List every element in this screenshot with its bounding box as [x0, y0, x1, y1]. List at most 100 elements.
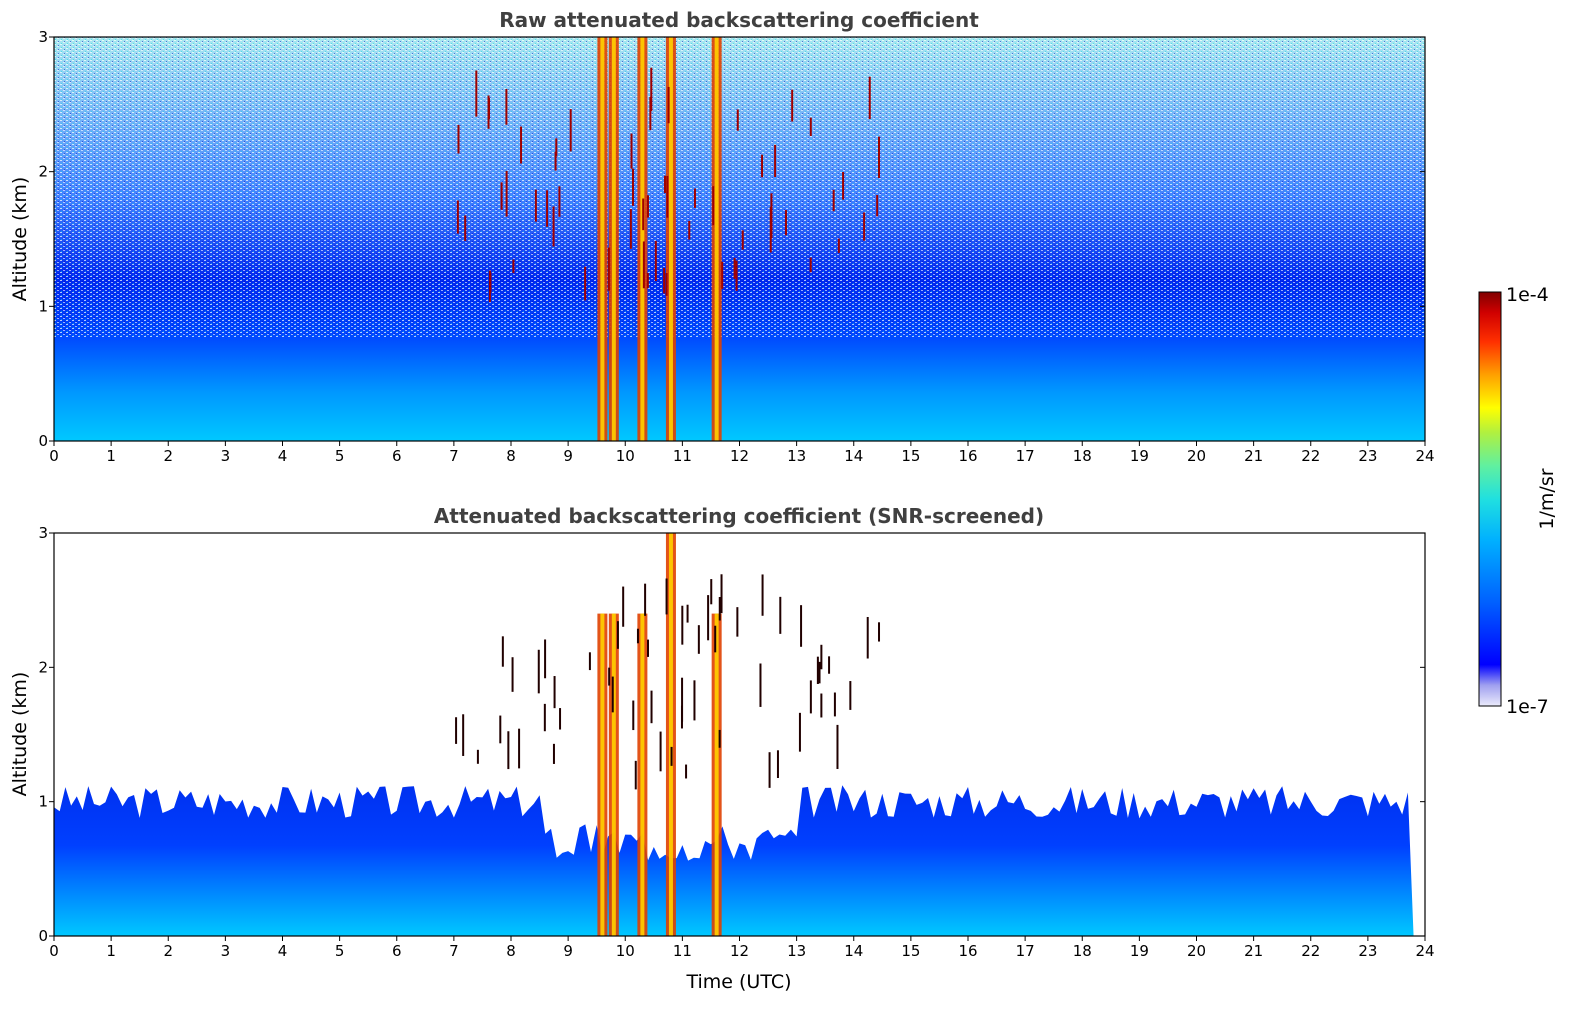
x-tick-label: 13: [787, 447, 806, 465]
x-tick-label: 4: [278, 447, 288, 465]
cloud-streak: [828, 656, 831, 674]
cloud-streak: [616, 621, 619, 649]
x-tick-label: 5: [335, 447, 345, 465]
cloud-streak: [832, 189, 835, 212]
cloud-streak: [680, 705, 683, 729]
x-tick-label: 24: [1415, 942, 1434, 960]
cloud-streak: [663, 267, 666, 294]
cloud-streak: [552, 206, 555, 247]
x-tick-label: 18: [1073, 447, 1092, 465]
cloud-streak: [868, 76, 871, 120]
x-tick-label: 7: [449, 447, 459, 465]
x-tick-label: 13: [787, 942, 806, 960]
x-tick-label: 20: [1187, 942, 1206, 960]
x-tick-label: 9: [563, 942, 573, 960]
cloud-streak: [685, 764, 688, 779]
cloud-streak: [646, 273, 649, 289]
cloud-streak: [630, 133, 633, 169]
y-tick-label: 2: [38, 658, 48, 676]
cloud-streak: [607, 247, 610, 291]
cloud-streak: [646, 195, 649, 218]
cloud-streak: [546, 190, 549, 227]
cloud-streak: [499, 715, 502, 744]
cloud-streak: [670, 746, 673, 766]
cloud-streak: [487, 97, 490, 120]
cloud-streak: [776, 750, 779, 779]
x-tick-label: 14: [844, 447, 863, 465]
x-tick-label: 6: [392, 942, 402, 960]
cloud-streak: [665, 578, 668, 615]
x-tick-label: 9: [563, 447, 573, 465]
x-tick-label: 8: [506, 942, 516, 960]
x-tick-label: 4: [278, 942, 288, 960]
panel-raw-x-axis: 0 1 2 3 4 5 6 7 8 9 10 11 12 13 14 15 16 17 18 19 20 21 22 23 24: [49, 441, 1435, 465]
panel-raw-title: Raw attenuated backscattering coefficien…: [499, 8, 979, 32]
cloud-streak: [735, 260, 738, 291]
cloud-streak: [659, 731, 662, 772]
cloud-streak: [842, 171, 845, 200]
x-tick-label: 18: [1073, 942, 1092, 960]
cloud-streak: [707, 595, 710, 641]
cloud-streak: [632, 700, 635, 731]
cloud-streak: [455, 717, 458, 744]
intense-column-core: [611, 613, 616, 936]
cloud-streak: [718, 597, 721, 621]
x-tick-label: 0: [49, 942, 59, 960]
cloud-streak: [663, 175, 666, 194]
cloud-streak: [507, 731, 510, 770]
intense-column-core: [600, 37, 605, 441]
panel-screened-cloud-columns: [455, 533, 881, 936]
x-tick-label: 7: [449, 942, 459, 960]
cloud-streak: [666, 175, 669, 218]
cloud-streak: [833, 692, 836, 717]
cloud-streak: [646, 639, 649, 657]
x-tick-label: 23: [1358, 447, 1377, 465]
cloud-streak: [736, 607, 739, 637]
x-tick-label: 1: [106, 447, 116, 465]
cloud-streak: [569, 109, 572, 152]
cloud-streak: [761, 574, 764, 616]
cloud-streak: [462, 714, 465, 756]
x-tick-label: 1: [106, 942, 116, 960]
cloud-streak: [693, 680, 696, 721]
panel-screened-ylabel: Altitude (km): [9, 672, 31, 797]
cloud-streak: [553, 676, 556, 709]
cloud-streak: [665, 272, 668, 296]
x-tick-label: 15: [901, 447, 920, 465]
panel-screened-title: Attenuated backscattering coefficient (S…: [434, 504, 1044, 528]
panel-screened: Attenuated backscattering coefficient (S…: [9, 504, 1435, 993]
cloud-streak: [537, 649, 540, 694]
cloud-streak: [505, 88, 508, 125]
cloud-streak: [544, 639, 547, 679]
cloud-streak: [654, 240, 657, 282]
cloud-streak: [629, 209, 632, 249]
cloud-streak: [611, 676, 614, 713]
cloud-streak: [718, 729, 721, 748]
cloud-streak: [456, 200, 459, 234]
cloud-streak: [761, 154, 764, 178]
cloud-streak: [710, 579, 713, 605]
cloud-streak: [559, 708, 562, 730]
cloud-streak: [820, 644, 823, 670]
intense-column-core: [714, 37, 719, 441]
y-tick-label: 0: [38, 927, 48, 945]
colorbar-unit-label: 1/m/sr: [1536, 468, 1558, 529]
x-tick-label: 8: [506, 447, 516, 465]
cloud-streak: [681, 677, 684, 722]
x-tick-label: 15: [901, 942, 920, 960]
cloud-streak: [809, 257, 812, 273]
cloud-streak: [642, 198, 645, 231]
cloud-streak: [863, 212, 866, 241]
colorbar-min-label: 1e-7: [1506, 696, 1549, 718]
x-tick-label: 23: [1358, 942, 1377, 960]
x-tick-label: 10: [616, 942, 635, 960]
x-tick-label: 3: [221, 447, 231, 465]
y-tick-label: 3: [38, 524, 48, 542]
panel-screened-xlabel: Time (UTC): [685, 971, 791, 993]
panel-screened-x-axis: 0 1 2 3 4 5 6 7 8 9 10 11 12 13 14 15 16 17 18 19 20 21 22 23 24: [49, 936, 1435, 960]
cloud-streak: [558, 186, 561, 217]
cloud-streak: [809, 680, 812, 714]
x-tick-label: 16: [958, 942, 977, 960]
cloud-streak: [768, 752, 771, 788]
